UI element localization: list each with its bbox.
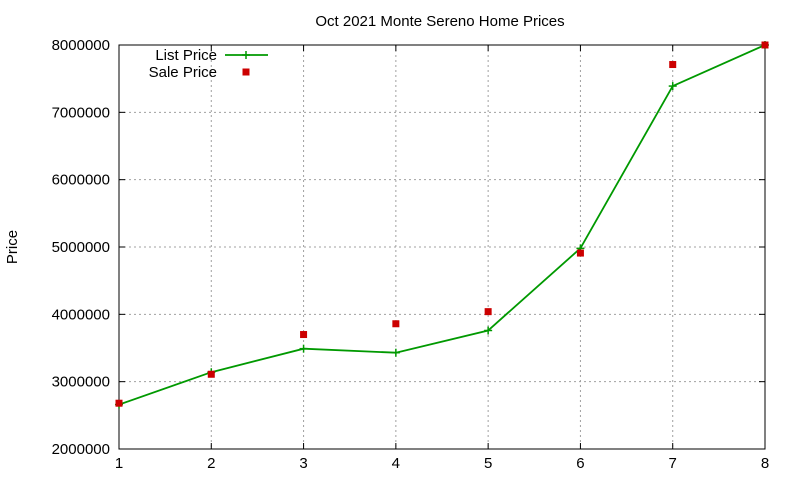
y-tick-label: 4000000 <box>52 306 110 323</box>
x-tick-label: 1 <box>115 455 123 472</box>
sale-price-point <box>300 331 308 339</box>
x-tick-label: 6 <box>576 455 584 472</box>
data-series <box>115 41 769 409</box>
sale-price-point <box>392 320 400 328</box>
sale-price-point <box>207 370 215 378</box>
list-price-point <box>391 348 400 357</box>
legend-label-sale-price: Sale Price <box>149 64 217 81</box>
list-price-line <box>118 44 766 406</box>
sale-price-point <box>484 308 492 316</box>
list-price-point <box>668 82 677 91</box>
axis-ticks: 2000000 3000000 4000000 5000000 6000000 70000… <box>52 37 770 472</box>
legend-square <box>242 68 250 76</box>
legend-symbol-list-price <box>225 51 268 59</box>
x-tick-label: 7 <box>669 455 677 472</box>
y-tick-label: 2000000 <box>52 441 110 458</box>
sale-price-point <box>115 399 123 407</box>
legend: List Price Sale Price <box>149 47 268 81</box>
y-axis-label: Price <box>4 230 21 264</box>
y-tick-label: 3000000 <box>52 374 110 391</box>
y-tick-label: 5000000 <box>52 239 110 256</box>
x-tick-label: 5 <box>484 455 492 472</box>
legend-symbol-sale-price <box>242 68 250 76</box>
legend-cross <box>242 51 250 59</box>
list-price-point <box>299 344 308 353</box>
sale-price-point <box>761 41 769 49</box>
x-tick-label: 3 <box>299 455 307 472</box>
y-tick-label: 8000000 <box>52 37 110 54</box>
sale-price-point <box>669 61 677 69</box>
y-tick-label: 7000000 <box>52 104 110 121</box>
x-tick-label: 8 <box>761 455 769 472</box>
chart-title: Oct 2021 Monte Sereno Home Prices <box>315 13 564 30</box>
y-tick-label: 6000000 <box>52 172 110 189</box>
x-tick-label: 2 <box>207 455 215 472</box>
sale-price-point <box>576 249 584 257</box>
grid-lines <box>119 45 765 449</box>
legend-label-list-price: List Price <box>155 47 217 64</box>
x-tick-label: 4 <box>392 455 400 472</box>
list-price-point <box>484 326 493 335</box>
